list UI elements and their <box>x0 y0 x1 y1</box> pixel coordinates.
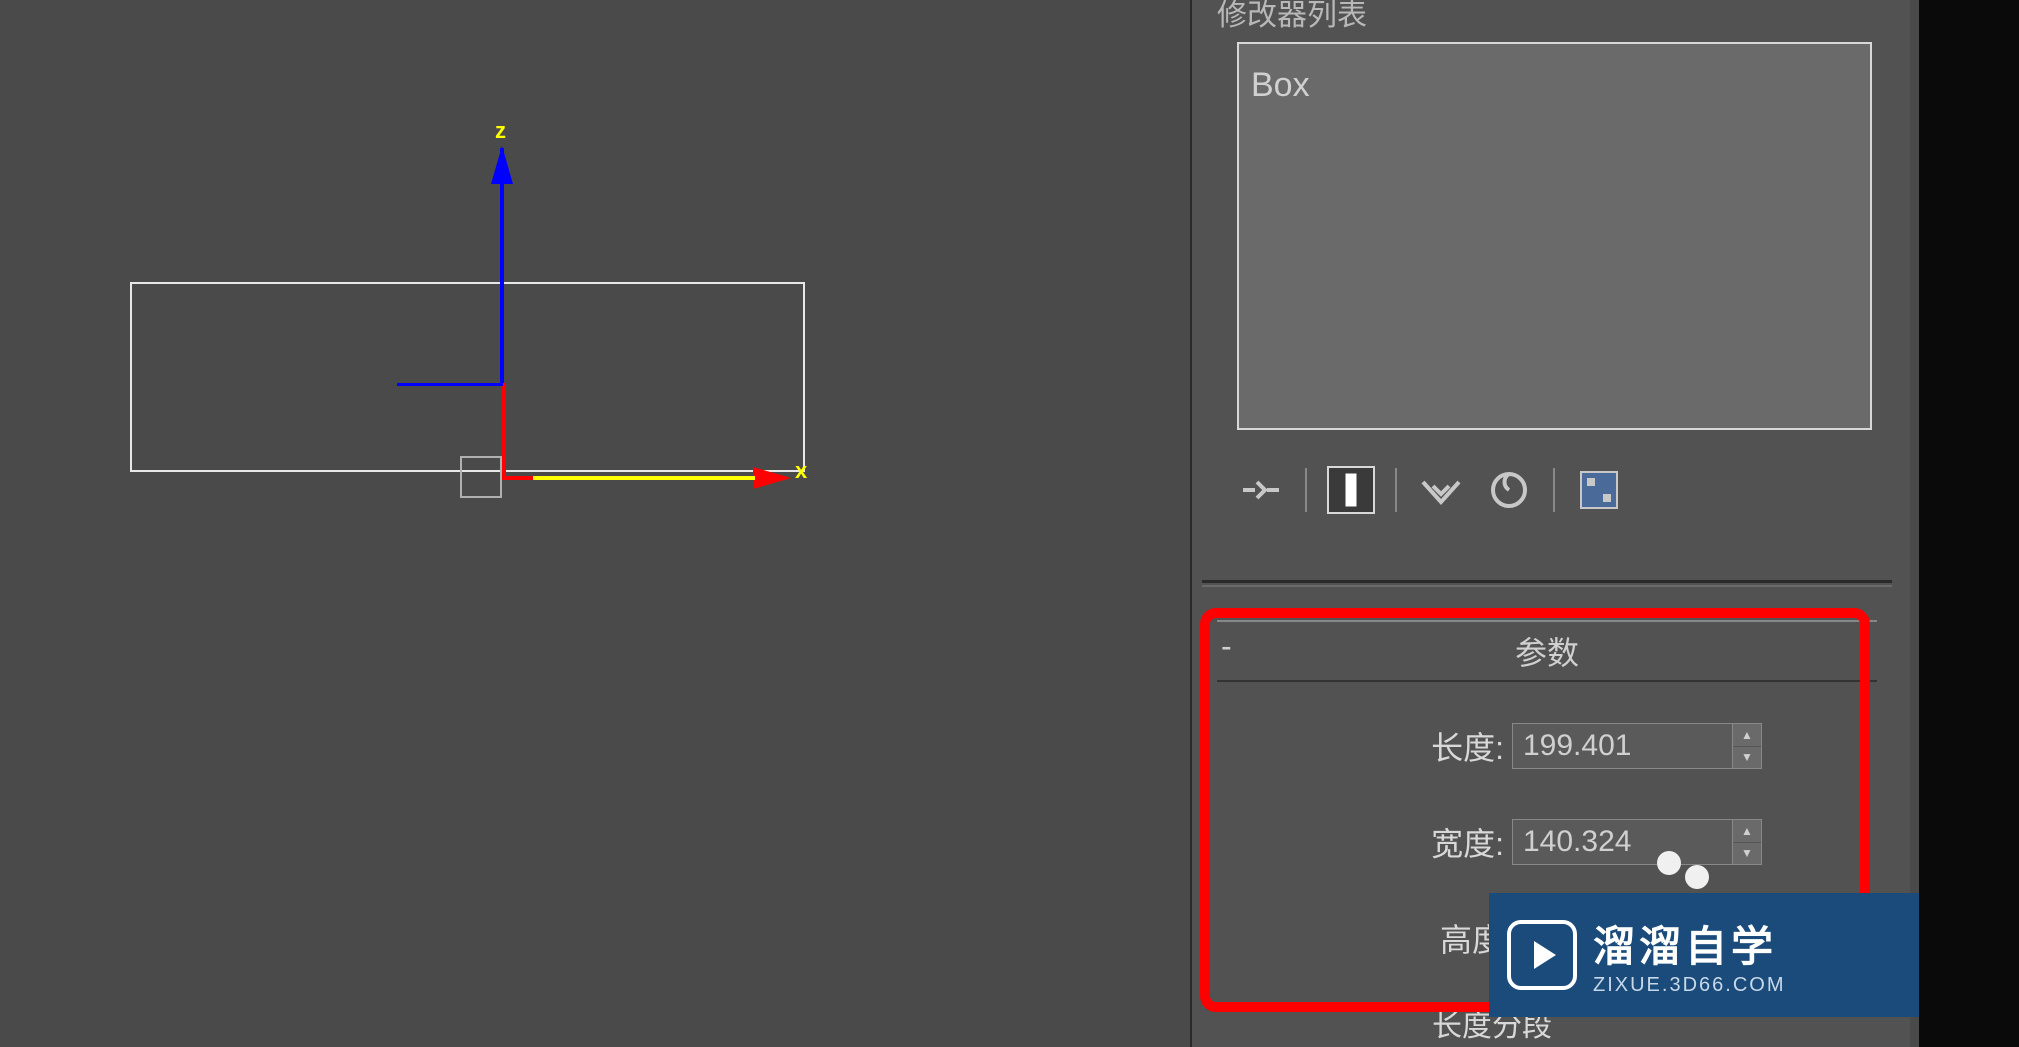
panel-divider <box>1202 580 1892 583</box>
box-rectangle <box>130 282 805 472</box>
pin-stack-icon[interactable] <box>1237 466 1285 514</box>
width-spinner[interactable]: ▲ ▼ <box>1732 819 1762 865</box>
modifier-item-box[interactable]: Box <box>1251 66 1310 105</box>
toolbar-divider <box>1305 468 1307 512</box>
z-axis-arrow <box>491 146 513 184</box>
modifier-toolbar <box>1237 460 1872 520</box>
parameters-title: 参数 <box>1515 635 1579 671</box>
play-icon <box>1507 920 1577 990</box>
parameters-rollout: 参数 <box>1217 620 1877 682</box>
length-spinner[interactable]: ▲ ▼ <box>1732 723 1762 769</box>
length-input[interactable]: 199.401 <box>1512 723 1732 769</box>
param-row-length: 长度: 199.401 ▲ ▼ <box>1232 720 1872 772</box>
parameters-header[interactable]: 参数 <box>1217 620 1877 682</box>
height-label: 高度 <box>1232 915 1512 961</box>
x-axis-label: x <box>795 458 807 484</box>
toolbar-divider <box>1553 468 1555 512</box>
spinner-down-icon[interactable]: ▼ <box>1733 843 1761 865</box>
y-axis-segment <box>502 383 506 479</box>
watermark-title: 溜溜自学 <box>1593 913 1785 974</box>
spinner-up-icon[interactable]: ▲ <box>1733 724 1761 747</box>
toolbar-divider <box>1395 468 1397 512</box>
pivot-handle[interactable] <box>460 456 502 498</box>
remove-modifier-icon[interactable] <box>1485 466 1533 514</box>
spinner-up-icon[interactable]: ▲ <box>1733 820 1761 843</box>
configure-sets-icon[interactable] <box>1575 466 1623 514</box>
right-border <box>1919 0 2019 1047</box>
x-axis-arrow <box>753 467 791 489</box>
cursor-icon <box>1657 851 1709 889</box>
z-axis-label: z <box>495 118 506 144</box>
show-end-result-icon[interactable] <box>1327 466 1375 514</box>
length-label: 长度: <box>1232 723 1512 769</box>
plane-constraint-h <box>397 383 503 386</box>
param-row-width: 宽度: 140.324 ▲ ▼ <box>1232 816 1872 868</box>
modify-panel: 修改器列表 Box 参数 长度: 199.401 <box>1190 0 1910 1047</box>
active-axis-highlight <box>533 476 755 480</box>
panel-divider <box>1202 585 1892 587</box>
modifier-stack[interactable]: Box <box>1237 42 1872 430</box>
watermark-badge: 溜溜自学 ZIXUE.3D66.COM <box>1489 893 1919 1017</box>
viewport[interactable]: z x <box>0 0 1190 1047</box>
modifier-list-label: 修改器列表 <box>1217 0 1367 34</box>
watermark-subtitle: ZIXUE.3D66.COM <box>1593 974 1785 997</box>
width-label: 宽度: <box>1232 819 1512 865</box>
spinner-down-icon[interactable]: ▼ <box>1733 747 1761 769</box>
make-unique-icon[interactable] <box>1417 466 1465 514</box>
